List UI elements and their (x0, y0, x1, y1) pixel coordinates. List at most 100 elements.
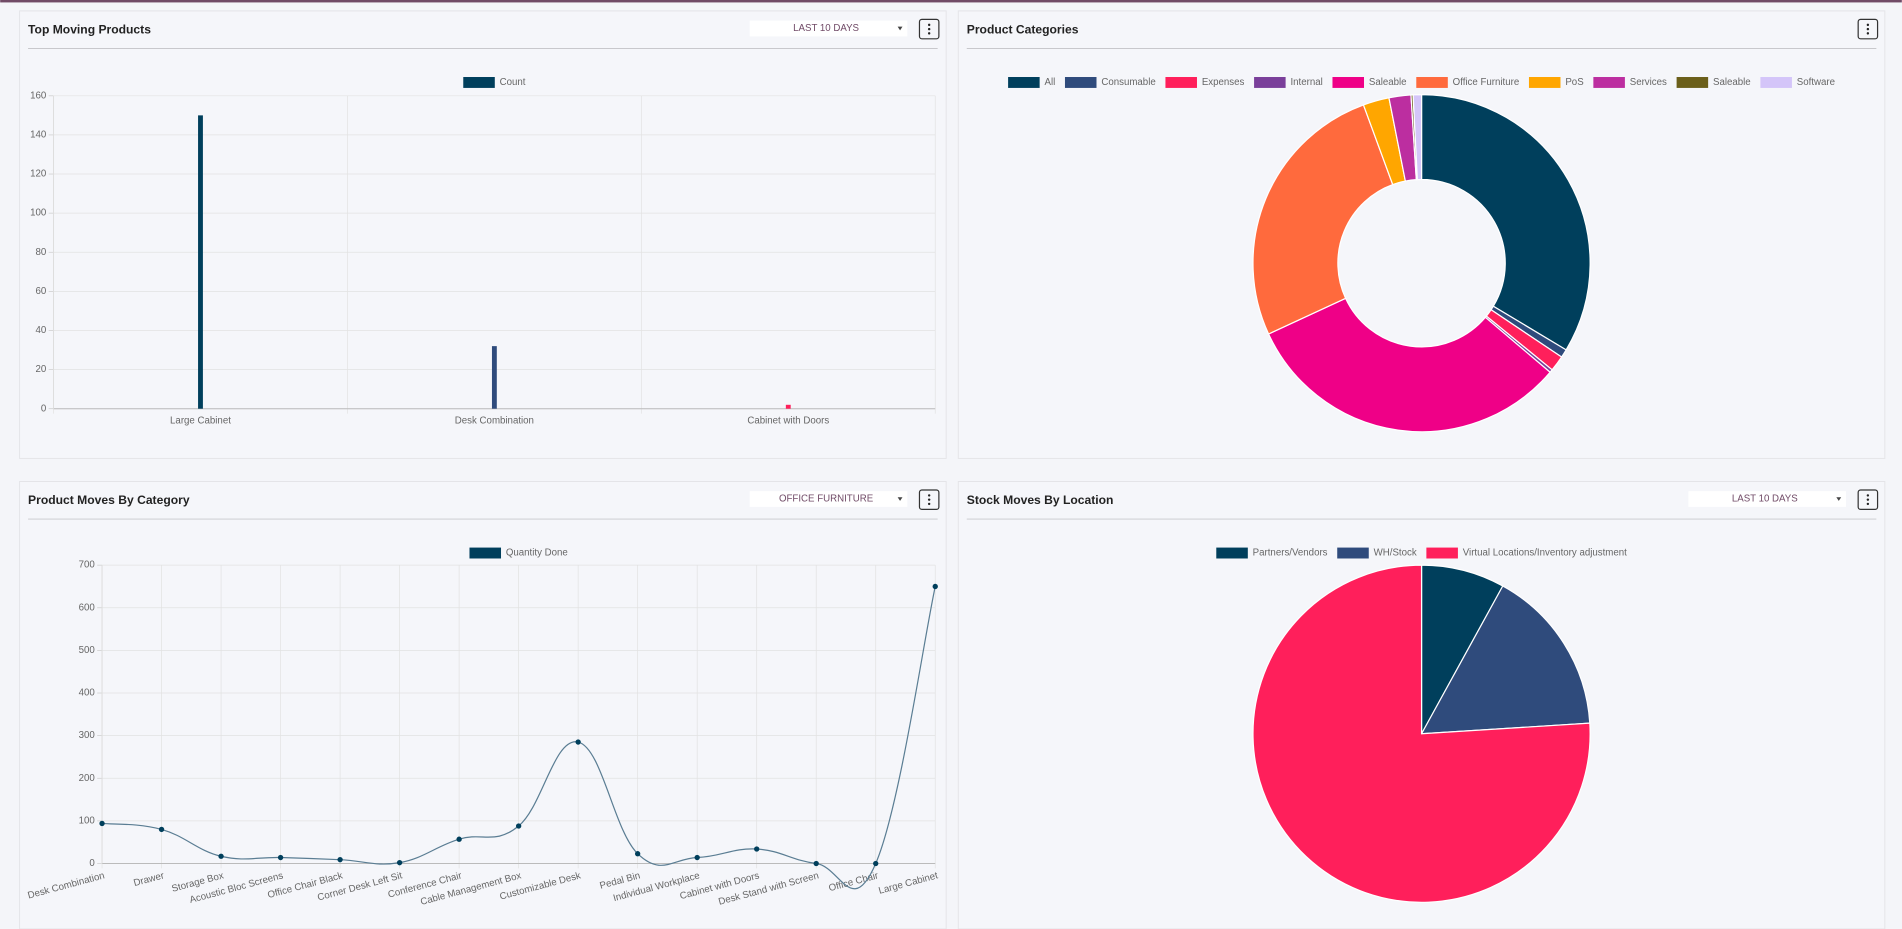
bar (198, 115, 203, 409)
y-tick-label: 600 (79, 602, 96, 613)
legend-label[interactable]: All (1044, 77, 1055, 88)
point (515, 823, 522, 829)
point (575, 739, 581, 745)
legend-swatch (1760, 77, 1792, 88)
dropdown-caret (1836, 497, 1842, 501)
point (396, 859, 403, 866)
bar (785, 404, 791, 409)
y-tick-label: 700 (79, 560, 96, 571)
dropdown-label[interactable]: LAST 10 DAYS (1732, 494, 1798, 505)
panel-title: Stock Moves By Location (967, 493, 1114, 507)
dropdown-label[interactable]: OFFICE FURNITURE (779, 494, 874, 505)
panel-title: Top Moving Products (28, 23, 151, 37)
slice (1420, 585, 1591, 735)
slice (1420, 93, 1591, 351)
menu-dot (1866, 27, 1870, 31)
menu-button[interactable] (918, 489, 940, 510)
legend: Quantity Done (469, 547, 568, 559)
legend-swatch (1528, 77, 1561, 88)
line (101, 586, 936, 890)
y-tick-label: 400 (79, 688, 96, 699)
filter-dropdown[interactable]: OFFICE FURNITURE (749, 491, 908, 507)
filter-dropdown[interactable]: LAST 10 DAYS (749, 20, 908, 37)
legend-label[interactable]: Saleable (1713, 77, 1751, 88)
y-tick-label: 500 (79, 645, 96, 656)
legend-label[interactable]: Quantity Done (506, 548, 568, 559)
y-tick-label: 160 (30, 90, 47, 101)
legend-label[interactable]: Expenses (1202, 77, 1245, 88)
y-tick-label: 200 (79, 773, 96, 784)
y-tick-label: 60 (35, 286, 46, 297)
point (634, 851, 641, 857)
point (218, 853, 224, 859)
legend-swatch (463, 77, 495, 88)
point (99, 820, 105, 827)
menu-dot (927, 494, 931, 497)
point (754, 846, 760, 852)
menu-dot (927, 32, 931, 35)
point (337, 857, 343, 863)
legend-swatch (1165, 77, 1197, 88)
menu-dot (1866, 498, 1870, 501)
slice (1252, 104, 1394, 335)
legend-swatch (1416, 77, 1448, 88)
slice (1252, 564, 1591, 903)
x-tick-label: Cabinet with Doors (747, 415, 829, 426)
legend-label[interactable]: Saleable (1369, 77, 1407, 88)
x-tick-label: Large Cabinet (170, 415, 231, 426)
panel-title: Product Categories (967, 23, 1079, 37)
legend: Partners/Vendors WH/Stock Virtual Location… (1216, 547, 1627, 559)
dropdown-box[interactable] (1688, 491, 1847, 507)
menu-dot (927, 23, 931, 27)
menu-dot (1866, 23, 1870, 27)
legend-label[interactable]: Internal (1290, 77, 1322, 88)
legend-swatch (1332, 77, 1365, 88)
dropdown-box[interactable] (749, 491, 908, 507)
legend: All Consumable Expenses Internal Saleable Off… (1008, 77, 1835, 88)
legend-label[interactable]: WH/Stock (1374, 548, 1417, 559)
menu-dot (927, 498, 931, 501)
menu-dot (1866, 502, 1870, 506)
dropdown-label[interactable]: LAST 10 DAYS (793, 23, 859, 34)
legend-label[interactable]: Services (1630, 77, 1667, 88)
y-tick-label: 100 (30, 208, 47, 219)
y-tick-label: 0 (89, 858, 95, 869)
legend-swatch (1676, 77, 1709, 88)
point (873, 860, 879, 867)
dropdown-box[interactable] (749, 20, 908, 37)
point (456, 836, 462, 842)
legend-label[interactable]: Count (500, 77, 526, 88)
legend: Count (463, 77, 526, 88)
x-tick-label: Desk Combination (455, 415, 534, 426)
dropdown-caret (897, 26, 903, 31)
menu-dot (927, 27, 931, 31)
legend-label[interactable]: Partners/Vendors (1253, 548, 1328, 559)
y-tick-label: 140 (30, 129, 47, 140)
point (694, 854, 700, 861)
legend-swatch (1254, 77, 1286, 88)
legend-label[interactable]: PoS (1565, 77, 1584, 88)
top-bar (0, 0, 1902, 3)
y-tick-label: 20 (35, 364, 46, 375)
legend-swatch (1593, 77, 1625, 88)
slice (1267, 297, 1551, 433)
legend-swatch (469, 547, 502, 559)
legend-label[interactable]: Office Furniture (1453, 77, 1520, 88)
menu-button[interactable] (1857, 18, 1879, 40)
legend-label[interactable]: Virtual Locations/Inventory adjustment (1463, 548, 1627, 559)
y-tick-label: 300 (79, 730, 96, 741)
legend-label[interactable]: Consumable (1101, 77, 1155, 88)
menu-dot (1866, 32, 1870, 35)
y-tick-label: 0 (41, 403, 47, 414)
filter-dropdown[interactable]: LAST 10 DAYS (1688, 491, 1847, 507)
legend-swatch (1337, 547, 1369, 559)
dropdown-caret (897, 497, 903, 501)
legend-label[interactable]: Software (1797, 77, 1835, 88)
legend-swatch (1426, 547, 1458, 559)
menu-button[interactable] (918, 18, 940, 40)
menu-button[interactable] (1857, 489, 1879, 510)
y-tick-label: 100 (79, 815, 96, 826)
legend-swatch (1064, 77, 1097, 88)
legend-swatch (1216, 547, 1248, 559)
